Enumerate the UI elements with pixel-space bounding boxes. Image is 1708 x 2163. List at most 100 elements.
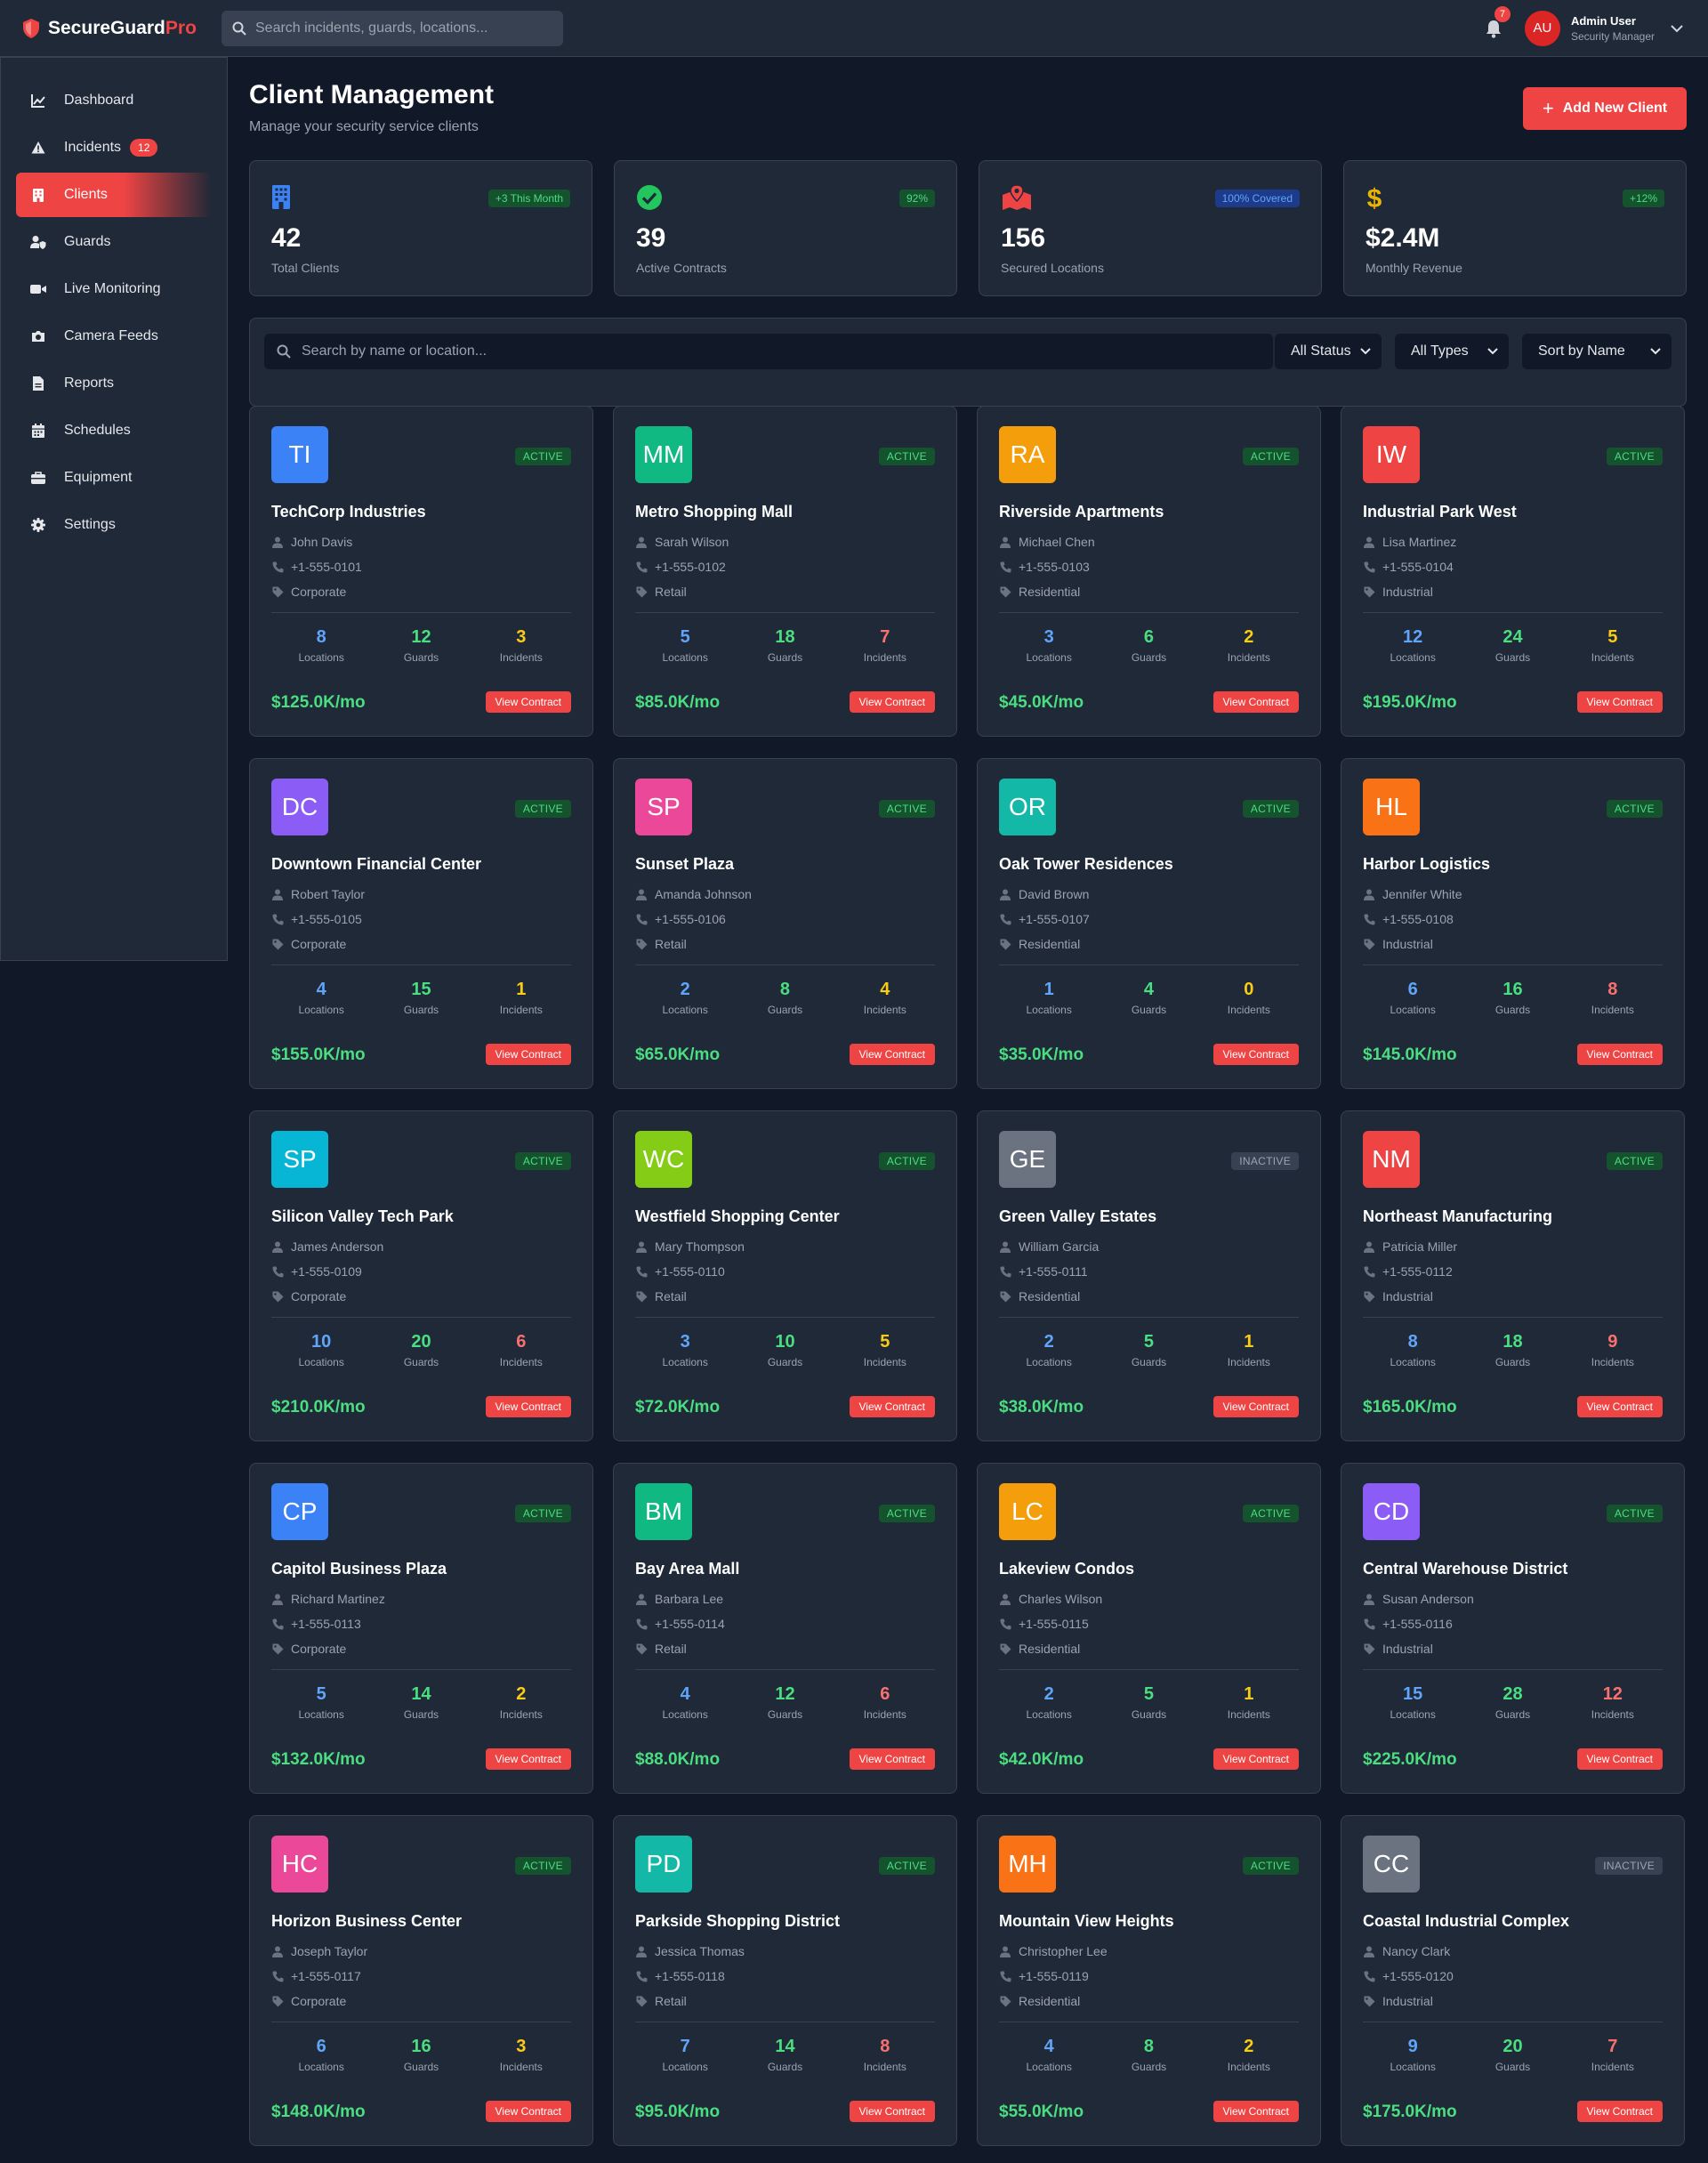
sidebar-item-schedules[interactable]: Schedules [16, 408, 212, 453]
client-name[interactable]: Capitol Business Plaza [271, 1560, 447, 1578]
client-name[interactable]: Mountain View Heights [999, 1912, 1174, 1930]
gear-icon [28, 518, 48, 532]
client-card[interactable]: RA ACTIVE Riverside Apartments Michael C… [977, 406, 1321, 737]
client-name[interactable]: Lakeview Condos [999, 1560, 1135, 1578]
sidebar-item-settings[interactable]: Settings [16, 503, 212, 547]
client-name[interactable]: Horizon Business Center [271, 1912, 463, 1930]
view-contract-button[interactable]: View Contract [1213, 691, 1299, 713]
user-avatar[interactable]: AU [1524, 10, 1560, 46]
view-contract-button[interactable]: View Contract [1213, 1044, 1299, 1065]
sort-select[interactable]: Sort by Name [1522, 334, 1672, 369]
chevron-down-icon[interactable] [1671, 24, 1683, 33]
client-name[interactable]: TechCorp Industries [271, 503, 426, 521]
client-phone: +1-555-0114 [635, 1617, 725, 1631]
client-name[interactable]: Northeast Manufacturing [1363, 1207, 1553, 1225]
client-search[interactable] [264, 334, 1273, 369]
type-filter[interactable]: All Types [1395, 334, 1509, 369]
view-contract-button[interactable]: View Contract [1213, 2101, 1299, 2122]
view-contract-button[interactable]: View Contract [849, 691, 935, 713]
client-card[interactable]: IW ACTIVE Industrial Park West Lisa Mart… [1341, 406, 1685, 737]
view-contract-button[interactable]: View Contract [1213, 1748, 1299, 1770]
client-card[interactable]: SP ACTIVE Silicon Valley Tech Park James… [249, 1110, 593, 1441]
client-name[interactable]: Westfield Shopping Center [635, 1207, 840, 1225]
client-search-input[interactable] [302, 343, 1191, 359]
view-contract-button[interactable]: View Contract [849, 1748, 935, 1770]
client-name[interactable]: Metro Shopping Mall [635, 503, 793, 521]
view-contract-button[interactable]: View Contract [1213, 1396, 1299, 1417]
client-card[interactable]: GE INACTIVE Green Valley Estates William… [977, 1110, 1321, 1441]
sidebar-item-clients[interactable]: Clients [16, 173, 212, 217]
brand-logo[interactable]: SecureGuard Pro [21, 18, 199, 39]
client-name[interactable]: Bay Area Mall [635, 1560, 740, 1578]
status-filter[interactable]: All Status [1275, 334, 1382, 369]
view-contract-button[interactable]: View Contract [849, 1396, 935, 1417]
client-card[interactable]: NM ACTIVE Northeast Manufacturing Patric… [1341, 1110, 1685, 1441]
client-card[interactable]: LC ACTIVE Lakeview Condos Charles Wilson… [977, 1463, 1321, 1794]
client-card[interactable]: HL ACTIVE Harbor Logistics Jennifer Whit… [1341, 758, 1685, 1089]
metric-label: Incidents [1227, 2061, 1270, 2073]
global-search-input[interactable] [255, 20, 540, 36]
client-card[interactable]: OR ACTIVE Oak Tower Residences David Bro… [977, 758, 1321, 1089]
client-name[interactable]: Sunset Plaza [635, 855, 735, 873]
client-name[interactable]: Green Valley Estates [999, 1207, 1157, 1225]
metric-value: 4 [880, 980, 890, 999]
client-type: Corporate [271, 937, 346, 951]
view-contract-button[interactable]: View Contract [485, 1748, 571, 1770]
client-phone: +1-555-0104 [1363, 560, 1454, 574]
client-card[interactable]: SP ACTIVE Sunset Plaza Amanda Johnson +1… [613, 758, 957, 1089]
client-card[interactable]: PD ACTIVE Parkside Shopping District Jes… [613, 1815, 957, 2146]
client-card[interactable]: HC ACTIVE Horizon Business Center Joseph… [249, 1815, 593, 2146]
client-name[interactable]: Harbor Logistics [1363, 855, 1491, 873]
bell-icon [1486, 20, 1501, 38]
client-name[interactable]: Downtown Financial Center [271, 855, 482, 873]
view-contract-button[interactable]: View Contract [485, 1044, 571, 1065]
view-contract-button[interactable]: View Contract [1576, 1396, 1663, 1417]
client-name[interactable]: Industrial Park West [1363, 503, 1517, 521]
client-card[interactable]: MM ACTIVE Metro Shopping Mall Sarah Wils… [613, 406, 957, 737]
user-info[interactable]: Admin User Security Manager [1571, 14, 1655, 43]
sidebar-item-guards[interactable]: Guards [16, 220, 212, 264]
client-phone: +1-555-0112 [1363, 1264, 1453, 1279]
metric-value: 2 [1043, 1332, 1054, 1352]
client-card[interactable]: DC ACTIVE Downtown Financial Center Robe… [249, 758, 593, 1089]
client-card[interactable]: TI ACTIVE TechCorp Industries John Davis… [249, 406, 593, 737]
notification-badge: 7 [1494, 5, 1511, 22]
add-client-button[interactable]: + Add New Client [1523, 87, 1687, 130]
building-icon [271, 184, 291, 214]
client-card[interactable]: CP ACTIVE Capitol Business Plaza Richard… [249, 1463, 593, 1794]
sidebar-item-dashboard[interactable]: Dashboard [16, 78, 212, 123]
sidebar-item-incidents[interactable]: Incidents 12 [16, 125, 212, 170]
view-contract-button[interactable]: View Contract [1576, 1748, 1663, 1770]
client-name[interactable]: Riverside Apartments [999, 503, 1164, 521]
client-name[interactable]: Silicon Valley Tech Park [271, 1207, 454, 1225]
client-card[interactable]: WC ACTIVE Westfield Shopping Center Mary… [613, 1110, 957, 1441]
view-contract-button[interactable]: View Contract [485, 1396, 571, 1417]
view-contract-button[interactable]: View Contract [849, 2101, 935, 2122]
client-card[interactable]: BM ACTIVE Bay Area Mall Barbara Lee +1-5… [613, 1463, 957, 1794]
client-card[interactable]: MH ACTIVE Mountain View Heights Christop… [977, 1815, 1321, 2146]
notifications-button[interactable]: 7 [1480, 5, 1511, 42]
client-name[interactable]: Parkside Shopping District [635, 1912, 841, 1930]
client-name[interactable]: Central Warehouse District [1363, 1560, 1568, 1578]
view-contract-button[interactable]: View Contract [1576, 1044, 1663, 1065]
phone-icon [635, 561, 648, 573]
tag-icon [271, 1643, 284, 1655]
sidebar-item-camera-feeds[interactable]: Camera Feeds [16, 314, 212, 359]
client-name[interactable]: Coastal Industrial Complex [1363, 1912, 1570, 1930]
client-card[interactable]: CC INACTIVE Coastal Industrial Complex N… [1341, 1815, 1685, 2146]
client-card[interactable]: CD ACTIVE Central Warehouse District Sus… [1341, 1463, 1685, 1794]
view-contract-button[interactable]: View Contract [1576, 691, 1663, 713]
view-contract-button[interactable]: View Contract [485, 691, 571, 713]
client-revenue: $132.0K/mo [271, 1750, 366, 1769]
metric-label: Guards [1494, 1004, 1531, 1016]
sidebar-item-live-monitoring[interactable]: Live Monitoring [16, 267, 212, 311]
sidebar-item-reports[interactable]: Reports [16, 361, 212, 406]
view-contract-button[interactable]: View Contract [1576, 2101, 1663, 2122]
tag-icon [271, 1291, 284, 1303]
global-search[interactable] [222, 10, 563, 46]
view-contract-button[interactable]: View Contract [485, 2101, 571, 2122]
contact-name: Amanda Johnson [655, 887, 752, 901]
sidebar-item-equipment[interactable]: Equipment [16, 456, 212, 500]
client-name[interactable]: Oak Tower Residences [999, 855, 1173, 873]
view-contract-button[interactable]: View Contract [849, 1044, 935, 1065]
